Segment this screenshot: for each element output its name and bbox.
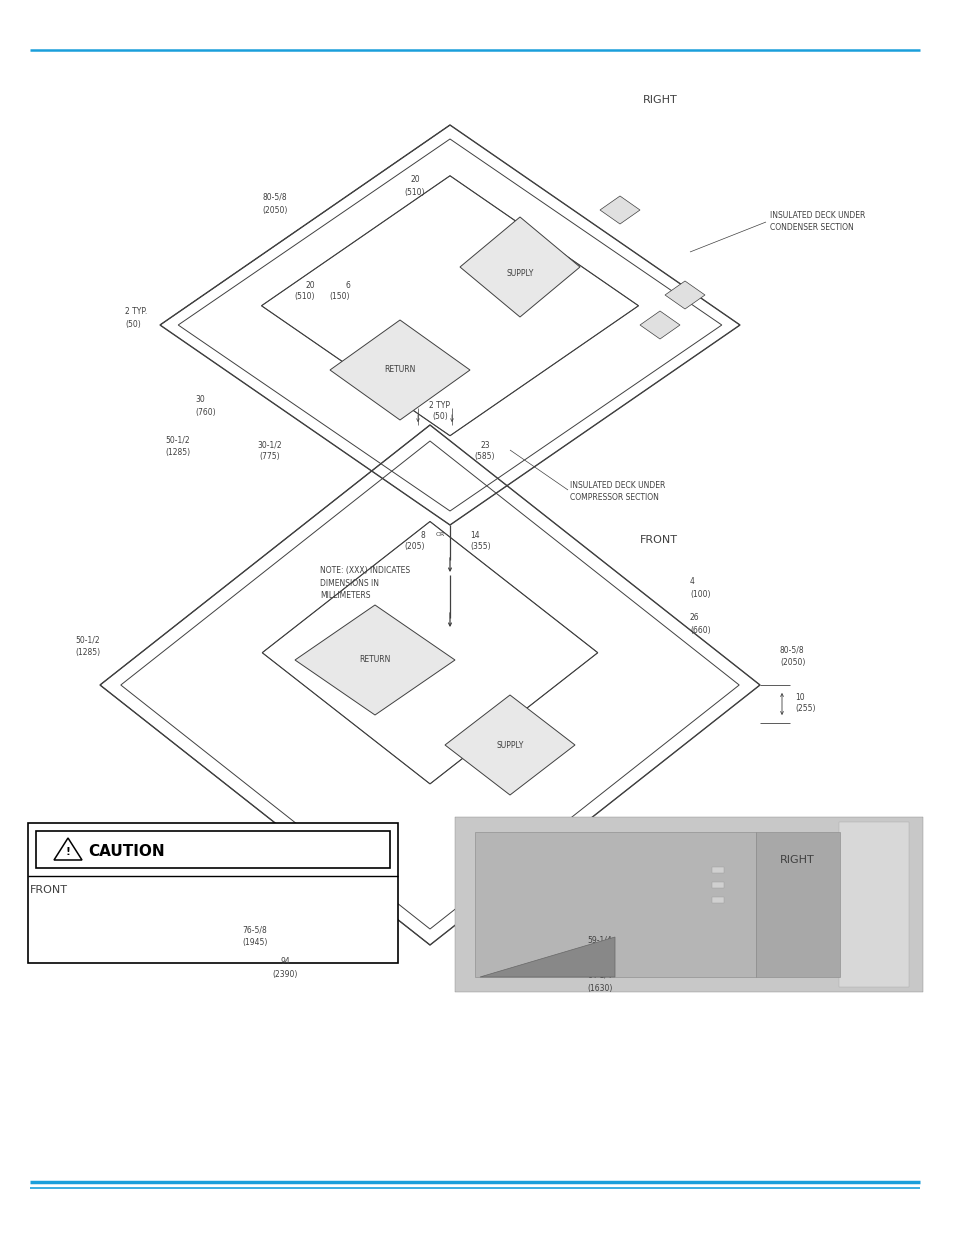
Text: FRONT: FRONT bbox=[30, 885, 68, 895]
Text: (1285): (1285) bbox=[165, 448, 190, 457]
Text: RETURN: RETURN bbox=[384, 366, 416, 374]
Text: 94: 94 bbox=[280, 957, 290, 967]
Text: (1945): (1945) bbox=[242, 939, 268, 947]
Text: SUPPLY: SUPPLY bbox=[506, 268, 533, 278]
Text: 80-5/8: 80-5/8 bbox=[262, 193, 287, 201]
Text: (660): (660) bbox=[689, 625, 710, 635]
Text: (775): (775) bbox=[259, 452, 280, 462]
Polygon shape bbox=[664, 282, 704, 309]
Text: 20: 20 bbox=[410, 175, 419, 184]
Text: CONDENSER SECTION: CONDENSER SECTION bbox=[769, 224, 853, 232]
FancyBboxPatch shape bbox=[712, 867, 723, 873]
FancyBboxPatch shape bbox=[28, 823, 397, 963]
Text: (2050): (2050) bbox=[780, 658, 804, 667]
Text: (205): (205) bbox=[404, 542, 424, 552]
Text: 80-5/8: 80-5/8 bbox=[780, 646, 803, 655]
Text: (50): (50) bbox=[125, 321, 141, 330]
Text: RIGHT: RIGHT bbox=[642, 95, 677, 105]
Polygon shape bbox=[459, 217, 579, 317]
Text: 14: 14 bbox=[470, 531, 479, 540]
FancyBboxPatch shape bbox=[755, 832, 840, 977]
FancyBboxPatch shape bbox=[712, 882, 723, 888]
Text: (1505): (1505) bbox=[587, 948, 612, 957]
Text: NOTE: (XXX) INDICATES: NOTE: (XXX) INDICATES bbox=[319, 566, 410, 574]
Text: (150): (150) bbox=[329, 293, 350, 301]
Polygon shape bbox=[444, 695, 575, 795]
Text: CAUTION: CAUTION bbox=[88, 844, 165, 858]
Text: !: ! bbox=[66, 847, 71, 857]
Text: 2 TYP: 2 TYP bbox=[429, 400, 450, 410]
Text: (760): (760) bbox=[194, 409, 215, 417]
FancyBboxPatch shape bbox=[475, 832, 755, 977]
Text: 2 TYP.: 2 TYP. bbox=[125, 308, 147, 316]
Text: (510): (510) bbox=[294, 293, 314, 301]
Text: SUPPLY: SUPPLY bbox=[496, 741, 523, 750]
Text: (100): (100) bbox=[689, 589, 710, 599]
Text: INSULATED DECK UNDER: INSULATED DECK UNDER bbox=[769, 210, 864, 220]
Text: RIGHT: RIGHT bbox=[780, 855, 814, 864]
Text: (2050): (2050) bbox=[262, 205, 288, 215]
FancyBboxPatch shape bbox=[838, 823, 908, 987]
Polygon shape bbox=[330, 320, 470, 420]
Text: (1285): (1285) bbox=[75, 648, 100, 657]
Text: COMPRESSOR SECTION: COMPRESSOR SECTION bbox=[569, 494, 659, 503]
Polygon shape bbox=[599, 196, 639, 224]
FancyBboxPatch shape bbox=[712, 897, 723, 903]
Text: MILLIMETERS: MILLIMETERS bbox=[319, 592, 370, 600]
FancyBboxPatch shape bbox=[36, 831, 390, 868]
Text: 4: 4 bbox=[689, 578, 694, 587]
Text: 30: 30 bbox=[194, 395, 205, 405]
Text: 20: 20 bbox=[305, 280, 314, 289]
Text: 50-1/2: 50-1/2 bbox=[75, 636, 99, 645]
FancyBboxPatch shape bbox=[455, 818, 923, 992]
Text: 50-1/2: 50-1/2 bbox=[165, 436, 190, 445]
Text: INSULATED DECK UNDER: INSULATED DECK UNDER bbox=[569, 480, 664, 489]
Text: (255): (255) bbox=[794, 704, 815, 714]
Text: 10: 10 bbox=[794, 693, 803, 701]
Text: (2390): (2390) bbox=[272, 971, 297, 979]
Text: (50): (50) bbox=[432, 412, 447, 421]
Text: OR: OR bbox=[435, 532, 444, 537]
Text: 26: 26 bbox=[689, 614, 699, 622]
Text: RETURN: RETURN bbox=[359, 656, 391, 664]
Text: 64-1/4: 64-1/4 bbox=[587, 971, 612, 979]
Text: 59-1/4: 59-1/4 bbox=[587, 935, 612, 945]
Text: DIMENSIONS IN: DIMENSIONS IN bbox=[319, 578, 378, 588]
Text: 8: 8 bbox=[420, 531, 424, 540]
Text: FRONT: FRONT bbox=[639, 535, 678, 545]
Text: 23: 23 bbox=[479, 441, 489, 450]
Text: (355): (355) bbox=[470, 542, 490, 552]
Text: (510): (510) bbox=[404, 188, 425, 196]
Polygon shape bbox=[294, 605, 455, 715]
Text: 30-1/2: 30-1/2 bbox=[257, 441, 282, 450]
Text: (585): (585) bbox=[475, 452, 495, 462]
Polygon shape bbox=[479, 937, 615, 977]
Text: (1630): (1630) bbox=[587, 983, 612, 993]
Polygon shape bbox=[639, 311, 679, 338]
Text: 76-5/8: 76-5/8 bbox=[242, 925, 267, 935]
Polygon shape bbox=[54, 839, 82, 860]
Text: 6: 6 bbox=[345, 280, 350, 289]
